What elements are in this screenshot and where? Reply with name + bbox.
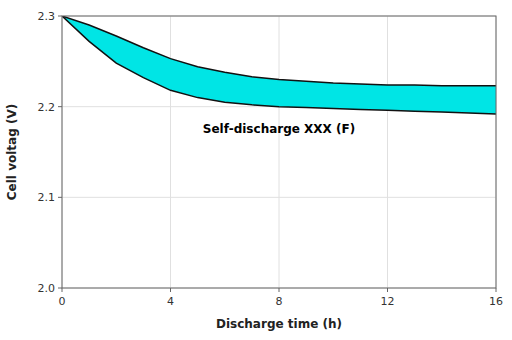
grid xyxy=(62,16,496,288)
tick-label-x: 12 xyxy=(381,295,395,308)
boundary-line xyxy=(62,16,496,114)
chart-svg: 0 4 8 12 16 2.0 2.1 2.2 2.3 Discharge time (h) Cel… xyxy=(0,0,512,340)
tick-y xyxy=(58,197,62,198)
y-axis-label: Cell voltag (V) xyxy=(5,104,19,200)
tick-label-x: 0 xyxy=(59,295,66,308)
background xyxy=(0,0,512,340)
grid-line-y xyxy=(62,197,496,198)
tick-label-y: 2.0 xyxy=(38,282,56,295)
band-area xyxy=(62,16,496,114)
grid-line-x xyxy=(279,16,280,288)
tick-x xyxy=(279,288,280,292)
grid-line-x xyxy=(170,16,171,288)
tick-y xyxy=(58,106,62,107)
tick-label-y: 2.2 xyxy=(38,101,56,114)
boundary-line xyxy=(62,16,496,86)
tick-x xyxy=(62,288,63,292)
x-axis-label: Discharge time (h) xyxy=(216,317,342,331)
tick-label-y: 2.3 xyxy=(38,10,56,23)
grid-line-x xyxy=(387,16,388,288)
tick-label-x: 4 xyxy=(167,295,174,308)
tick-x xyxy=(496,288,497,292)
plot-area xyxy=(62,16,496,114)
tick-label-x: 8 xyxy=(276,295,283,308)
annotation: Self-discharge XXX (F) xyxy=(203,122,355,136)
tick-label-x: 16 xyxy=(489,295,503,308)
axes: 0 4 8 12 16 2.0 2.1 2.2 2.3 xyxy=(38,10,504,308)
tick-x xyxy=(170,288,171,292)
chart-container: 0 4 8 12 16 2.0 2.1 2.2 2.3 Discharge time (h) Cel… xyxy=(0,0,512,340)
tick-label-y: 2.1 xyxy=(38,191,56,204)
tick-y xyxy=(58,16,62,17)
tick-x xyxy=(387,288,388,292)
plot-frame xyxy=(62,16,496,288)
tick-y xyxy=(58,288,62,289)
